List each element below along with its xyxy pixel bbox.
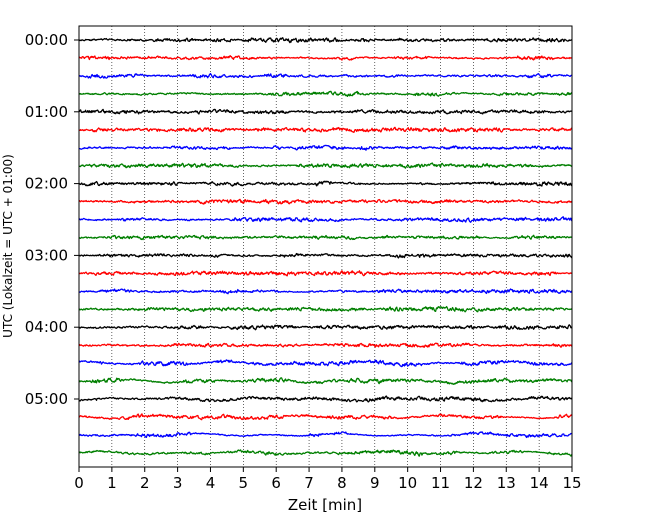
x-axis-ticks: 0 1 2 3 4 5 6 7 8 9 10 11 12 13 14 15	[74, 467, 582, 492]
trace-0	[78, 37, 573, 44]
trace-13	[78, 270, 573, 277]
trace-21	[78, 413, 573, 421]
x-tick-label-8: 8	[337, 474, 347, 492]
x-tick-label-13: 13	[497, 474, 516, 492]
trace-11	[78, 234, 573, 241]
x-tick-label-2: 2	[140, 474, 150, 492]
trace-16	[78, 324, 573, 331]
trace-12	[78, 252, 573, 259]
trace-18	[78, 359, 573, 368]
x-tick-label-5: 5	[239, 474, 249, 492]
trace-19	[78, 377, 573, 385]
y-axis-ticks: 00:00 01:00 02:00 03:00 04:00 05:00	[25, 31, 79, 408]
y-tick-label-1: 01:00	[25, 103, 68, 121]
x-tick-label-15: 15	[562, 474, 581, 492]
x-tick-label-11: 11	[431, 474, 450, 492]
trace-3	[78, 90, 573, 98]
trace-20	[78, 395, 573, 403]
x-tick-label-4: 4	[206, 474, 216, 492]
x-tick-label-6: 6	[271, 474, 281, 492]
x-tick-label-3: 3	[173, 474, 183, 492]
trace-17	[78, 342, 573, 348]
x-tick-label-7: 7	[304, 474, 314, 492]
x-tick-label-1: 1	[107, 474, 117, 492]
x-axis-label: Zeit [min]	[288, 496, 362, 514]
trace-6	[78, 144, 573, 151]
x-tick-label-14: 14	[530, 474, 549, 492]
x-tick-label-0: 0	[74, 474, 84, 492]
y-tick-label-0: 00:00	[25, 31, 68, 49]
trace-10	[78, 216, 573, 223]
trace-5	[78, 126, 573, 133]
trace-14	[78, 288, 573, 295]
y-tick-label-4: 04:00	[25, 318, 68, 336]
y-axis-label: UTC (Lokalzeit = UTC + 01:00)	[1, 154, 15, 338]
trace-15	[78, 305, 573, 313]
trace-7	[78, 162, 573, 169]
trace-4	[78, 108, 573, 115]
y-tick-label-3: 03:00	[25, 246, 68, 264]
y-tick-label-5: 05:00	[25, 390, 68, 408]
y-tick-label-2: 02:00	[25, 175, 68, 193]
x-tick-label-10: 10	[398, 474, 417, 492]
trace-2	[78, 72, 573, 79]
trace-9	[78, 198, 573, 205]
trace-22	[78, 431, 573, 439]
plot-frame	[78, 25, 573, 468]
traces	[78, 37, 573, 457]
trace-8	[78, 180, 573, 187]
plot-area	[79, 26, 572, 467]
trace-23	[78, 449, 573, 457]
trace-1	[78, 55, 573, 61]
x-tick-label-9: 9	[370, 474, 380, 492]
x-tick-label-12: 12	[464, 474, 483, 492]
